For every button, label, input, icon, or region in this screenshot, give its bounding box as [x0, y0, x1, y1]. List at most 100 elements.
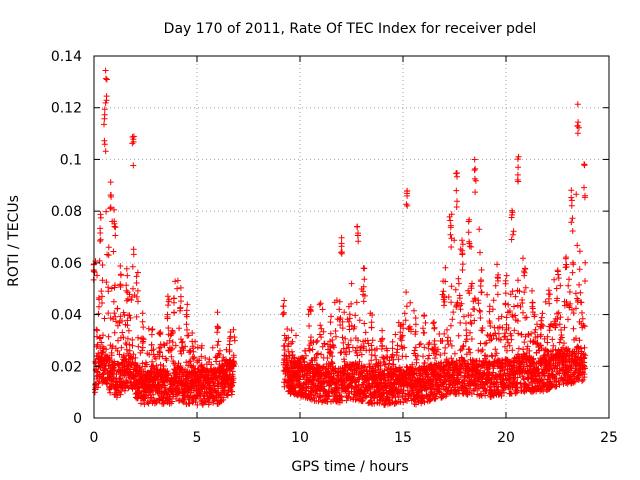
data-point [479, 346, 486, 353]
data-point [105, 244, 112, 251]
data-point [134, 269, 141, 276]
data-point [213, 389, 219, 395]
data-point [317, 322, 324, 329]
y-tick-label: 0.06 [51, 256, 82, 272]
data-point [133, 273, 140, 280]
data-point [94, 272, 100, 279]
data-point [103, 346, 110, 353]
data-point [395, 394, 402, 401]
data-point [282, 376, 288, 383]
data-point [229, 382, 236, 389]
data-point [454, 173, 460, 180]
data-point [129, 342, 136, 349]
data-point [194, 344, 201, 351]
data-point [544, 339, 551, 346]
data-point [94, 327, 101, 334]
data-point [576, 266, 583, 273]
data-point [570, 261, 577, 268]
data-point [399, 332, 406, 339]
data-point [169, 329, 176, 336]
data-point [333, 297, 340, 304]
data-point [337, 322, 344, 328]
data-point [97, 335, 104, 342]
data-point [568, 197, 575, 204]
data-point [453, 187, 460, 194]
data-point [486, 303, 493, 310]
data-point [97, 214, 104, 221]
data-point [574, 130, 581, 137]
data-point [360, 388, 367, 395]
data-point [133, 313, 140, 320]
data-point [545, 287, 552, 294]
data-point [478, 289, 485, 296]
data-point [180, 347, 187, 354]
data-point [319, 306, 326, 313]
data-point [515, 277, 521, 284]
data-point [441, 330, 448, 337]
data-point [354, 352, 361, 359]
data-point [324, 355, 331, 361]
data-point [566, 276, 572, 283]
data-point [508, 236, 515, 243]
data-point [411, 307, 417, 314]
data-point [579, 309, 585, 316]
data-point [311, 357, 318, 364]
data-point [482, 340, 488, 347]
data-point [577, 289, 584, 296]
data-point [521, 339, 528, 346]
data-point [143, 361, 150, 368]
data-point [97, 238, 103, 244]
data-point [216, 373, 223, 380]
data-point [339, 334, 346, 341]
data-point [184, 332, 191, 339]
data-point [215, 400, 222, 407]
data-point [288, 327, 295, 334]
data-point [329, 353, 336, 360]
data-point [362, 329, 369, 336]
data-point [449, 316, 456, 323]
data-point [441, 302, 447, 309]
data-point [508, 336, 515, 343]
data-point [398, 337, 405, 344]
data-point [229, 388, 236, 395]
data-point [160, 363, 167, 369]
data-point [392, 365, 399, 372]
data-point [338, 240, 345, 247]
data-point [152, 355, 159, 362]
data-point [452, 286, 459, 293]
data-point [471, 306, 478, 313]
data-point [581, 161, 588, 168]
data-point [165, 302, 171, 309]
data-point [467, 329, 473, 336]
data-point [101, 315, 108, 322]
data-point [355, 238, 362, 245]
data-point [116, 375, 123, 382]
data-point [281, 347, 288, 353]
data-point [96, 303, 102, 310]
data-point [130, 246, 137, 253]
data-point [343, 351, 350, 358]
data-point [453, 170, 460, 177]
data-point [139, 344, 146, 351]
data-point [556, 321, 563, 328]
data-point [99, 293, 106, 300]
data-point [157, 361, 164, 368]
data-point [478, 267, 485, 273]
data-point [356, 317, 363, 324]
data-point [368, 324, 375, 331]
data-point [385, 396, 392, 403]
data-point [107, 389, 114, 396]
data-point [494, 261, 500, 268]
data-point [98, 288, 105, 295]
data-point [164, 368, 171, 375]
data-point [521, 272, 528, 279]
data-point [125, 327, 132, 334]
data-point [279, 311, 286, 318]
data-point [447, 231, 454, 238]
data-point [569, 228, 576, 234]
data-point [539, 310, 546, 317]
data-point [546, 291, 553, 298]
data-point [186, 347, 193, 354]
data-point [360, 265, 367, 272]
data-point [361, 320, 368, 327]
